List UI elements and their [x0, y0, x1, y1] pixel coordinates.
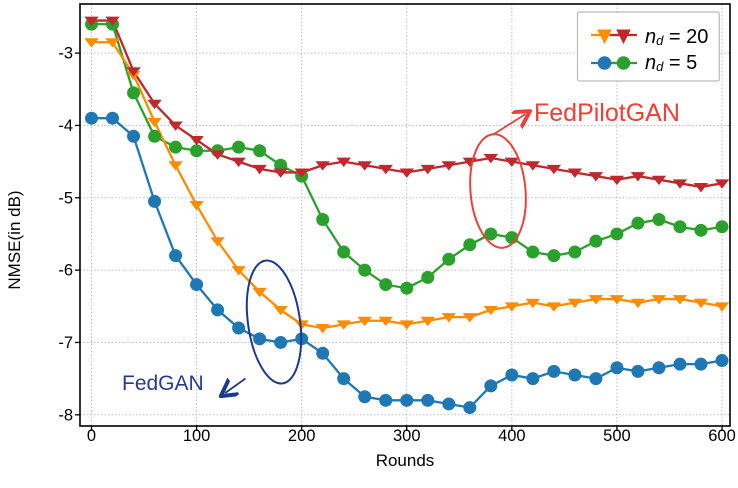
svg-text:-5: -5 [58, 189, 73, 207]
svg-text:500: 500 [603, 427, 631, 445]
svg-text:0: 0 [87, 427, 96, 445]
svg-text:-8: -8 [58, 406, 73, 424]
svg-text:FedGAN: FedGAN [122, 372, 204, 395]
svg-text:100: 100 [183, 427, 211, 445]
svg-text:600: 600 [708, 427, 736, 445]
svg-text:Rounds: Rounds [376, 451, 435, 470]
svg-text:-4: -4 [58, 117, 73, 135]
svg-text:FedPilotGAN: FedPilotGAN [534, 99, 680, 127]
svg-text:-3: -3 [58, 45, 73, 63]
svg-text:nd = 5: nd = 5 [645, 52, 697, 74]
svg-text:nd = 20: nd = 20 [645, 26, 708, 48]
svg-text:400: 400 [498, 427, 526, 445]
svg-text:200: 200 [288, 427, 316, 445]
svg-text:-7: -7 [58, 334, 73, 352]
svg-text:-6: -6 [58, 262, 73, 280]
svg-text:NMSE(in dB): NMSE(in dB) [5, 190, 24, 289]
svg-text:300: 300 [393, 427, 421, 445]
